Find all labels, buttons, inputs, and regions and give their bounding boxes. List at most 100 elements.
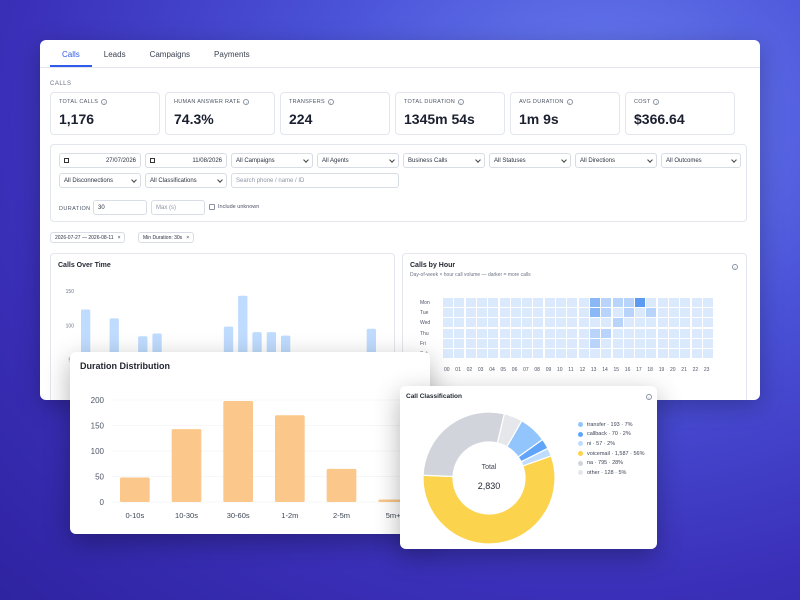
heatmap-cell[interactable] bbox=[578, 308, 589, 318]
heatmap-cell[interactable] bbox=[499, 349, 510, 358]
heatmap-cell[interactable] bbox=[522, 308, 533, 318]
duration-max-input[interactable]: Max (s) bbox=[151, 200, 205, 215]
heatmap-cell[interactable] bbox=[556, 308, 567, 318]
info-icon[interactable]: i bbox=[732, 264, 738, 270]
heatmap-cell[interactable] bbox=[589, 338, 600, 348]
disconnections-select[interactable]: All Disconnections bbox=[59, 173, 141, 188]
heatmap-cell[interactable] bbox=[443, 338, 454, 348]
heatmap-cell[interactable] bbox=[601, 328, 612, 338]
heatmap-cell[interactable] bbox=[669, 349, 680, 358]
heatmap-cell[interactable] bbox=[522, 349, 533, 358]
heatmap-cell[interactable] bbox=[691, 298, 702, 307]
bar[interactable] bbox=[326, 468, 357, 502]
heatmap-cell[interactable] bbox=[522, 338, 533, 348]
heatmap-cell[interactable] bbox=[465, 349, 476, 358]
heatmap-cell[interactable] bbox=[499, 308, 510, 318]
heatmap-cell[interactable] bbox=[476, 318, 487, 328]
heatmap-cell[interactable] bbox=[533, 349, 544, 358]
heatmap-cell[interactable] bbox=[488, 318, 499, 328]
heatmap-cell[interactable] bbox=[646, 349, 657, 358]
bar[interactable] bbox=[223, 401, 253, 502]
heatmap-cell[interactable] bbox=[556, 298, 567, 307]
heatmap-cell[interactable] bbox=[612, 308, 623, 318]
heatmap-cell[interactable] bbox=[510, 349, 521, 358]
heatmap-cell[interactable] bbox=[476, 338, 487, 348]
heatmap-cell[interactable] bbox=[454, 328, 465, 338]
heatmap-cell[interactable] bbox=[488, 298, 499, 307]
heatmap-cell[interactable] bbox=[454, 298, 465, 307]
heatmap-cell[interactable] bbox=[657, 308, 668, 318]
heatmap-cell[interactable] bbox=[657, 338, 668, 348]
heatmap-cell[interactable] bbox=[680, 338, 691, 348]
heatmap-cell[interactable] bbox=[544, 318, 555, 328]
heatmap-cell[interactable] bbox=[499, 298, 510, 307]
heatmap-cell[interactable] bbox=[635, 298, 646, 307]
heatmap-cell[interactable] bbox=[443, 349, 454, 358]
heatmap-cell[interactable] bbox=[589, 318, 600, 328]
heatmap-cell[interactable] bbox=[533, 298, 544, 307]
classifications-select[interactable]: All Classifications bbox=[145, 173, 227, 188]
heatmap-cell[interactable] bbox=[556, 328, 567, 338]
heatmap-cell[interactable] bbox=[691, 308, 702, 318]
legend-item[interactable]: ni · 57 · 2% bbox=[578, 439, 644, 449]
heatmap-cell[interactable] bbox=[522, 328, 533, 338]
agents-select[interactable]: All Agents bbox=[317, 153, 399, 168]
outcomes-select[interactable]: All Outcomes bbox=[661, 153, 741, 168]
heatmap-cell[interactable] bbox=[646, 328, 657, 338]
heatmap-cell[interactable] bbox=[465, 318, 476, 328]
heatmap-cell[interactable] bbox=[657, 328, 668, 338]
heatmap-cell[interactable] bbox=[646, 298, 657, 307]
heatmap-cell[interactable] bbox=[465, 338, 476, 348]
search-input[interactable]: Search phone / name / ID bbox=[231, 173, 399, 188]
heatmap-cell[interactable] bbox=[488, 308, 499, 318]
heatmap-cell[interactable] bbox=[623, 298, 634, 307]
heatmap-cell[interactable] bbox=[601, 349, 612, 358]
heatmap-cell[interactable] bbox=[589, 298, 600, 307]
close-icon[interactable]: × bbox=[186, 234, 190, 241]
heatmap-cell[interactable] bbox=[544, 308, 555, 318]
heatmap-cell[interactable] bbox=[601, 298, 612, 307]
heatmap-cell[interactable] bbox=[657, 298, 668, 307]
heatmap-cell[interactable] bbox=[510, 308, 521, 318]
heatmap-cell[interactable] bbox=[454, 318, 465, 328]
heatmap-cell[interactable] bbox=[669, 308, 680, 318]
heatmap-cell[interactable] bbox=[488, 338, 499, 348]
heatmap-cell[interactable] bbox=[680, 349, 691, 358]
tab-campaigns[interactable]: Campaigns bbox=[149, 50, 191, 59]
heatmap-cell[interactable] bbox=[510, 298, 521, 307]
heatmap-cell[interactable] bbox=[556, 338, 567, 348]
heatmap-cell[interactable] bbox=[499, 338, 510, 348]
donut-slice[interactable] bbox=[422, 455, 556, 545]
legend-item[interactable]: other · 128 · 5% bbox=[578, 468, 644, 478]
heatmap-cell[interactable] bbox=[578, 318, 589, 328]
heatmap-cell[interactable] bbox=[623, 328, 634, 338]
info-icon[interactable]: i bbox=[566, 99, 573, 105]
tab-payments[interactable]: Payments bbox=[214, 50, 250, 59]
heatmap-cell[interactable] bbox=[476, 328, 487, 338]
heatmap-cell[interactable] bbox=[465, 298, 476, 307]
donut-slice[interactable] bbox=[422, 411, 506, 478]
statuses-select[interactable]: All Statuses bbox=[489, 153, 571, 168]
heatmap-cell[interactable] bbox=[567, 338, 578, 348]
heatmap-cell[interactable] bbox=[499, 328, 510, 338]
date-to-input[interactable]: 11/08/2026 bbox=[145, 153, 227, 168]
heatmap-cell[interactable] bbox=[533, 318, 544, 328]
heatmap-cell[interactable] bbox=[544, 298, 555, 307]
heatmap-cell[interactable] bbox=[635, 308, 646, 318]
include-unknown-checkbox[interactable]: Include unknown bbox=[209, 204, 259, 210]
heatmap-cell[interactable] bbox=[454, 338, 465, 348]
legend-item[interactable]: na · 795 · 28% bbox=[578, 458, 644, 468]
heatmap-cell[interactable] bbox=[544, 338, 555, 348]
heatmap-cell[interactable] bbox=[454, 349, 465, 358]
heatmap-cell[interactable] bbox=[680, 308, 691, 318]
campaigns-select[interactable]: All Campaigns bbox=[231, 153, 313, 168]
directions-select[interactable]: All Directions bbox=[575, 153, 657, 168]
heatmap-cell[interactable] bbox=[589, 308, 600, 318]
heatmap-cell[interactable] bbox=[623, 349, 634, 358]
heatmap-cell[interactable] bbox=[578, 338, 589, 348]
heatmap-cell[interactable] bbox=[646, 338, 657, 348]
heatmap-cell[interactable] bbox=[635, 338, 646, 348]
heatmap-cell[interactable] bbox=[691, 349, 702, 358]
heatmap-cell[interactable] bbox=[510, 318, 521, 328]
heatmap-cell[interactable] bbox=[680, 328, 691, 338]
